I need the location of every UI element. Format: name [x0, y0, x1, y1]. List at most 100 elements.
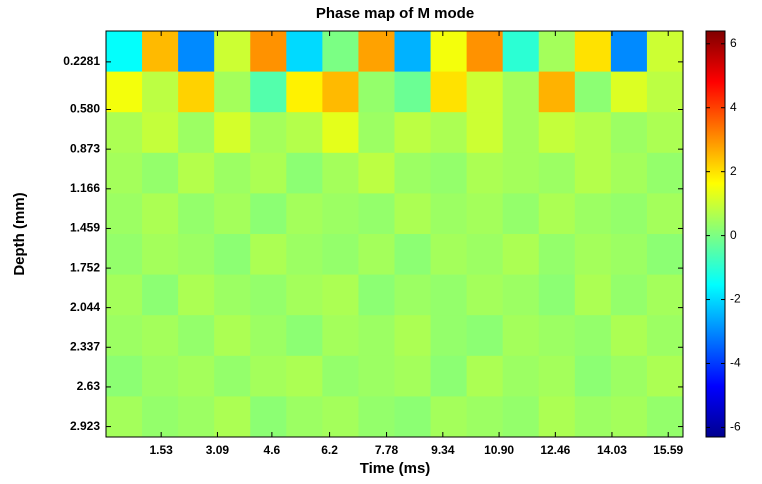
heatmap-cell [466, 355, 504, 397]
heatmap-cell [646, 71, 684, 113]
heatmap-cell [214, 71, 251, 113]
heatmap-cell [178, 274, 215, 316]
heatmap-cell [502, 193, 540, 235]
heatmap-cell [538, 152, 576, 194]
heatmap-cell [394, 152, 432, 194]
y-tick-label: 0.580 [70, 102, 100, 116]
x-axis-label: Time (ms) [360, 460, 431, 477]
x-tick-label: 4.6 [264, 443, 281, 457]
heatmap-cell [106, 315, 143, 357]
heatmap-cell [610, 112, 648, 154]
heatmap-cell [322, 193, 359, 235]
heatmap-cell [646, 396, 684, 438]
heatmap-cell [106, 112, 143, 154]
y-tick-label: 1.166 [70, 181, 100, 195]
heatmap-cell [286, 315, 323, 357]
heatmap-cell [142, 193, 179, 235]
plot-frame [105, 30, 684, 438]
heatmap-cell [538, 355, 576, 397]
heatmap-cell [430, 31, 468, 73]
heatmap-cell [394, 31, 432, 73]
heatmap-cell [106, 193, 143, 235]
heatmap-cell [214, 31, 251, 73]
heatmap-cell [430, 71, 468, 113]
heatmap-cell [466, 112, 504, 154]
heatmap-cell [250, 396, 287, 438]
heatmap-cell [178, 234, 215, 276]
heatmap-cell [214, 112, 251, 154]
heatmap-cell [106, 31, 143, 73]
heatmap-cell [358, 396, 395, 438]
heatmap-cell [358, 315, 395, 357]
heatmap-cell [610, 315, 648, 357]
heatmap-cell [322, 396, 359, 438]
heatmap-cell [358, 355, 395, 397]
heatmap-cell [646, 152, 684, 194]
heatmap-cell [466, 396, 504, 438]
y-tick-label: 2.63 [77, 379, 101, 393]
heatmap-cell [610, 152, 648, 194]
heatmap-cell [178, 152, 215, 194]
heatmap-cell [214, 234, 251, 276]
heatmap-cell [430, 315, 468, 357]
heatmap-cell [430, 193, 468, 235]
heatmap-cell [250, 193, 287, 235]
heatmap-cell [214, 193, 251, 235]
heatmap-cell [538, 71, 576, 113]
heatmap-cell [502, 31, 540, 73]
heatmap-cell [178, 112, 215, 154]
heatmap-cell [538, 31, 576, 73]
x-tick-label: 14.03 [597, 443, 627, 457]
heatmap-cell [358, 234, 395, 276]
colorbar-tick-label: 0 [730, 228, 737, 242]
x-tick-label: 3.09 [206, 443, 230, 457]
x-tick-label: 7.78 [375, 443, 399, 457]
heatmap-cell [142, 274, 179, 316]
heatmap-cell [610, 71, 648, 113]
heatmap-cell [430, 355, 468, 397]
heatmap-cell [574, 193, 612, 235]
heatmap-cell [250, 152, 287, 194]
heatmap-cell [574, 396, 612, 438]
heatmap-cell [358, 193, 395, 235]
heatmap-cell [538, 193, 576, 235]
heatmap-cell [214, 355, 251, 397]
heatmap-cell [214, 152, 251, 194]
heatmap-cell [286, 112, 323, 154]
heatmap-cell [502, 396, 540, 438]
heatmap-cell [358, 112, 395, 154]
heatmap-cell [466, 234, 504, 276]
heatmap-cell [646, 31, 684, 73]
y-axis-label: Depth (mm) [11, 192, 28, 275]
heatmap-cell [178, 71, 215, 113]
heatmap-cell [322, 234, 359, 276]
heatmap-cell [106, 71, 143, 113]
heatmap-cell [502, 112, 540, 154]
heatmap-cell [142, 315, 179, 357]
heatmap-cell [610, 355, 648, 397]
heatmap-cell [322, 112, 359, 154]
heatmap-cell [574, 152, 612, 194]
heatmap-cell [106, 355, 143, 397]
heatmap-cell [178, 193, 215, 235]
heatmap-cell [394, 71, 432, 113]
heatmap-cell [394, 193, 432, 235]
heatmap-cell [142, 152, 179, 194]
heatmap-cell [214, 396, 251, 438]
colorbar-tick-label: 4 [730, 100, 737, 114]
heatmap-cell [286, 355, 323, 397]
heatmap-cell [538, 112, 576, 154]
heatmap-cell [538, 274, 576, 316]
y-tick-label: 0.873 [70, 141, 100, 155]
heatmap-cell [178, 31, 215, 73]
heatmap-cell [574, 234, 612, 276]
heatmap-cell [466, 315, 504, 357]
heatmap-cell [250, 234, 287, 276]
heatmap-cell [646, 274, 684, 316]
heatmap-cell [286, 396, 323, 438]
heatmap-cell [142, 31, 179, 73]
heatmap-cell [358, 274, 395, 316]
heatmap-cell [322, 355, 359, 397]
